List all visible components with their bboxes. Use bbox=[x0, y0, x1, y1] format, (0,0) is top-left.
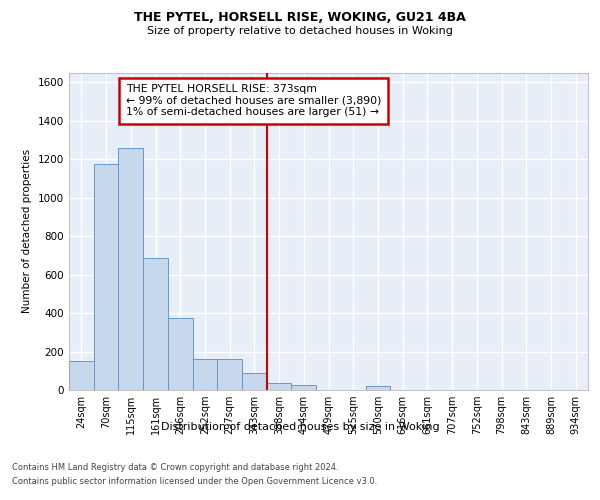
Text: THE PYTEL, HORSELL RISE, WOKING, GU21 4BA: THE PYTEL, HORSELL RISE, WOKING, GU21 4B… bbox=[134, 11, 466, 24]
Bar bbox=[143, 258, 168, 390]
Bar bbox=[217, 359, 242, 390]
Bar bbox=[94, 164, 118, 390]
Bar bbox=[118, 148, 143, 390]
Bar bbox=[242, 372, 267, 390]
Text: THE PYTEL HORSELL RISE: 373sqm
← 99% of detached houses are smaller (3,890)
1% o: THE PYTEL HORSELL RISE: 373sqm ← 99% of … bbox=[126, 84, 381, 117]
Bar bbox=[292, 385, 316, 390]
Y-axis label: Number of detached properties: Number of detached properties bbox=[22, 149, 32, 314]
Bar bbox=[365, 386, 390, 390]
Bar bbox=[168, 318, 193, 390]
Bar bbox=[69, 361, 94, 390]
Text: Distribution of detached houses by size in Woking: Distribution of detached houses by size … bbox=[161, 422, 439, 432]
Bar bbox=[267, 384, 292, 390]
Text: Contains HM Land Registry data © Crown copyright and database right 2024.: Contains HM Land Registry data © Crown c… bbox=[12, 462, 338, 471]
Text: Contains public sector information licensed under the Open Government Licence v3: Contains public sector information licen… bbox=[12, 478, 377, 486]
Bar bbox=[193, 359, 217, 390]
Text: Size of property relative to detached houses in Woking: Size of property relative to detached ho… bbox=[147, 26, 453, 36]
